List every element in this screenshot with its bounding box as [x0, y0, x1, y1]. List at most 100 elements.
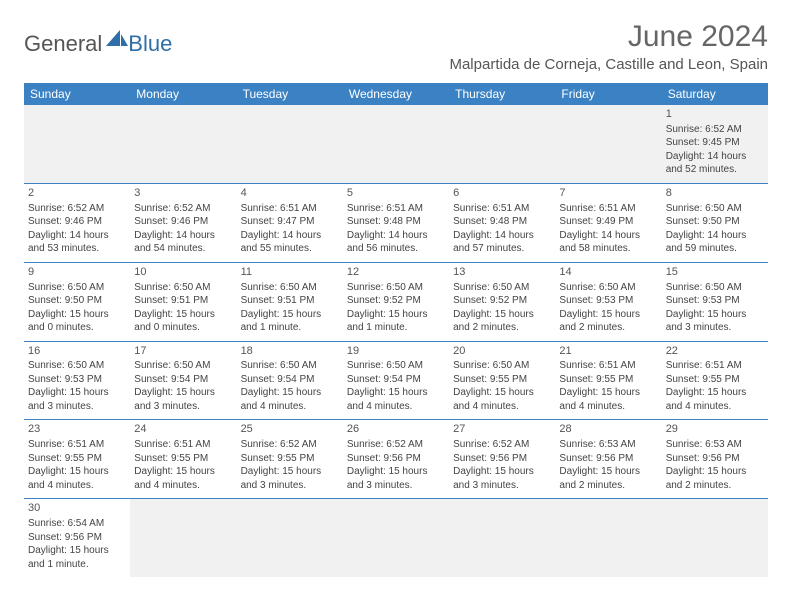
daylight-text: Daylight: 15 hours and 2 minutes. [666, 465, 764, 492]
calendar-cell: 16Sunrise: 6:50 AMSunset: 9:53 PMDayligh… [24, 341, 130, 420]
sunset-text: Sunset: 9:55 PM [28, 452, 126, 466]
day-number: 6 [453, 186, 551, 201]
calendar-cell [662, 499, 768, 577]
calendar-cell: 12Sunrise: 6:50 AMSunset: 9:52 PMDayligh… [343, 262, 449, 341]
sunset-text: Sunset: 9:56 PM [28, 531, 126, 545]
sunset-text: Sunset: 9:53 PM [559, 294, 657, 308]
sail-icon [106, 28, 128, 54]
daylight-text: Daylight: 14 hours and 57 minutes. [453, 229, 551, 256]
sunrise-text: Sunrise: 6:50 AM [453, 281, 551, 295]
sunset-text: Sunset: 9:52 PM [453, 294, 551, 308]
sunrise-text: Sunrise: 6:51 AM [134, 438, 232, 452]
calendar-cell: 6Sunrise: 6:51 AMSunset: 9:48 PMDaylight… [449, 183, 555, 262]
daylight-text: Daylight: 15 hours and 0 minutes. [28, 308, 126, 335]
sunrise-text: Sunrise: 6:51 AM [347, 202, 445, 216]
sunset-text: Sunset: 9:56 PM [347, 452, 445, 466]
day-number: 27 [453, 422, 551, 437]
calendar-cell: 7Sunrise: 6:51 AMSunset: 9:49 PMDaylight… [555, 183, 661, 262]
calendar-cell: 2Sunrise: 6:52 AMSunset: 9:46 PMDaylight… [24, 183, 130, 262]
calendar-header-row: Sunday Monday Tuesday Wednesday Thursday… [24, 83, 768, 105]
sunset-text: Sunset: 9:45 PM [666, 136, 764, 150]
day-number: 14 [559, 265, 657, 280]
sunrise-text: Sunrise: 6:50 AM [453, 359, 551, 373]
sunrise-text: Sunrise: 6:52 AM [134, 202, 232, 216]
calendar-week: 23Sunrise: 6:51 AMSunset: 9:55 PMDayligh… [24, 420, 768, 499]
sunrise-text: Sunrise: 6:54 AM [28, 517, 126, 531]
daylight-text: Daylight: 15 hours and 1 minute. [347, 308, 445, 335]
calendar-cell [130, 105, 236, 183]
day-number: 8 [666, 186, 764, 201]
location-subtitle: Malpartida de Corneja, Castille and Leon… [449, 56, 768, 73]
sunset-text: Sunset: 9:55 PM [241, 452, 339, 466]
day-number: 24 [134, 422, 232, 437]
sunset-text: Sunset: 9:55 PM [666, 373, 764, 387]
sunrise-text: Sunrise: 6:50 AM [347, 359, 445, 373]
calendar-cell: 11Sunrise: 6:50 AMSunset: 9:51 PMDayligh… [237, 262, 343, 341]
col-wednesday: Wednesday [343, 83, 449, 105]
daylight-text: Daylight: 15 hours and 3 minutes. [134, 386, 232, 413]
day-number: 11 [241, 265, 339, 280]
daylight-text: Daylight: 15 hours and 4 minutes. [453, 386, 551, 413]
daylight-text: Daylight: 15 hours and 0 minutes. [134, 308, 232, 335]
sunrise-text: Sunrise: 6:52 AM [453, 438, 551, 452]
sunrise-text: Sunrise: 6:51 AM [559, 359, 657, 373]
day-number: 13 [453, 265, 551, 280]
sunrise-text: Sunrise: 6:50 AM [666, 202, 764, 216]
calendar-cell: 1Sunrise: 6:52 AMSunset: 9:45 PMDaylight… [662, 105, 768, 183]
sunrise-text: Sunrise: 6:50 AM [347, 281, 445, 295]
calendar-cell: 8Sunrise: 6:50 AMSunset: 9:50 PMDaylight… [662, 183, 768, 262]
daylight-text: Daylight: 15 hours and 2 minutes. [453, 308, 551, 335]
day-number: 10 [134, 265, 232, 280]
day-number: 12 [347, 265, 445, 280]
col-monday: Monday [130, 83, 236, 105]
sunrise-text: Sunrise: 6:50 AM [559, 281, 657, 295]
daylight-text: Daylight: 15 hours and 2 minutes. [559, 465, 657, 492]
calendar-week: 30Sunrise: 6:54 AMSunset: 9:56 PMDayligh… [24, 499, 768, 577]
sunset-text: Sunset: 9:56 PM [559, 452, 657, 466]
sunset-text: Sunset: 9:55 PM [559, 373, 657, 387]
day-number: 2 [28, 186, 126, 201]
daylight-text: Daylight: 14 hours and 54 minutes. [134, 229, 232, 256]
sunrise-text: Sunrise: 6:51 AM [28, 438, 126, 452]
day-number: 19 [347, 344, 445, 359]
day-number: 21 [559, 344, 657, 359]
calendar-cell [449, 499, 555, 577]
calendar-cell [24, 105, 130, 183]
day-number: 16 [28, 344, 126, 359]
sunrise-text: Sunrise: 6:52 AM [666, 123, 764, 137]
calendar-cell [343, 105, 449, 183]
sunrise-text: Sunrise: 6:50 AM [666, 281, 764, 295]
calendar-cell: 29Sunrise: 6:53 AMSunset: 9:56 PMDayligh… [662, 420, 768, 499]
calendar-cell: 15Sunrise: 6:50 AMSunset: 9:53 PMDayligh… [662, 262, 768, 341]
col-sunday: Sunday [24, 83, 130, 105]
calendar-cell [555, 105, 661, 183]
calendar-cell: 3Sunrise: 6:52 AMSunset: 9:46 PMDaylight… [130, 183, 236, 262]
calendar-cell: 14Sunrise: 6:50 AMSunset: 9:53 PMDayligh… [555, 262, 661, 341]
daylight-text: Daylight: 14 hours and 55 minutes. [241, 229, 339, 256]
day-number: 7 [559, 186, 657, 201]
sunset-text: Sunset: 9:50 PM [666, 215, 764, 229]
sunrise-text: Sunrise: 6:50 AM [28, 359, 126, 373]
sunset-text: Sunset: 9:46 PM [134, 215, 232, 229]
day-number: 28 [559, 422, 657, 437]
calendar-cell: 28Sunrise: 6:53 AMSunset: 9:56 PMDayligh… [555, 420, 661, 499]
calendar-cell: 17Sunrise: 6:50 AMSunset: 9:54 PMDayligh… [130, 341, 236, 420]
title-block: June 2024 Malpartida de Corneja, Castill… [449, 20, 768, 73]
calendar-cell [237, 105, 343, 183]
sunset-text: Sunset: 9:55 PM [453, 373, 551, 387]
day-number: 22 [666, 344, 764, 359]
brand-part1: General [24, 31, 102, 57]
sunrise-text: Sunrise: 6:52 AM [241, 438, 339, 452]
sunrise-text: Sunrise: 6:50 AM [241, 281, 339, 295]
daylight-text: Daylight: 14 hours and 52 minutes. [666, 150, 764, 177]
sunrise-text: Sunrise: 6:50 AM [134, 359, 232, 373]
sunset-text: Sunset: 9:53 PM [666, 294, 764, 308]
day-number: 30 [28, 501, 126, 516]
daylight-text: Daylight: 15 hours and 4 minutes. [666, 386, 764, 413]
calendar-cell [555, 499, 661, 577]
calendar-cell: 4Sunrise: 6:51 AMSunset: 9:47 PMDaylight… [237, 183, 343, 262]
sunset-text: Sunset: 9:50 PM [28, 294, 126, 308]
calendar-cell: 21Sunrise: 6:51 AMSunset: 9:55 PMDayligh… [555, 341, 661, 420]
daylight-text: Daylight: 15 hours and 3 minutes. [28, 386, 126, 413]
sunrise-text: Sunrise: 6:51 AM [241, 202, 339, 216]
